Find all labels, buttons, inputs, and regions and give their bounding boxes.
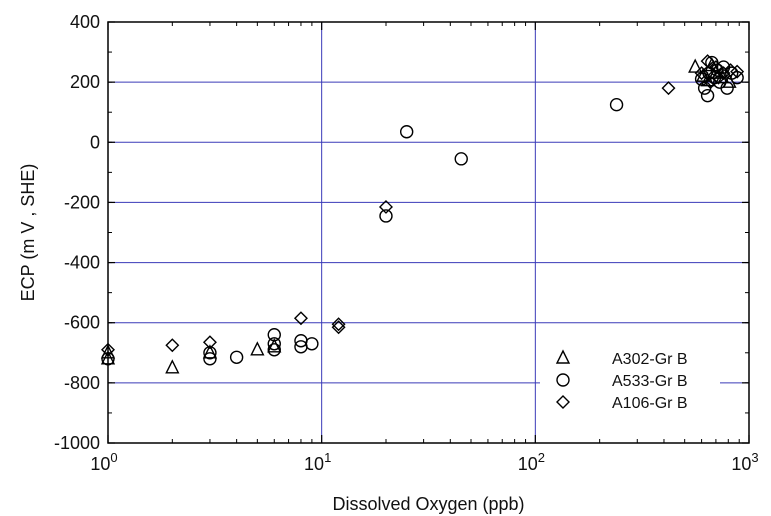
legend-entry-label: A533-Gr B [612,373,688,390]
x-tick-label: 101 [304,450,331,474]
y-tick-label: -1000 [54,433,100,453]
x-axis-label: Dissolved Oxygen (ppb) [332,494,524,514]
diamond-data-point [661,81,676,96]
triangle-data-point [165,359,180,374]
grid-lines [108,22,749,443]
legend-triangle-icon [555,349,571,364]
circle-data-point [399,125,414,139]
diamond-data-point [700,54,715,69]
legend-circle-icon [556,373,570,387]
circle-data-point [229,350,244,364]
y-tick-label: 200 [70,72,100,92]
diamond-data-point [378,199,393,214]
x-tick-label: 103 [731,450,758,474]
triangle-data-point [202,344,218,359]
circle-data-point [720,81,734,95]
diamond-data-point [331,320,346,335]
legend-entry-label: A106-Gr B [612,395,688,412]
x-tick-label: 102 [518,450,545,474]
diamond-data-point [202,335,217,350]
legend-diamond-icon [556,395,570,409]
y-tick-label: 400 [70,12,100,32]
y-tick-label: 0 [90,132,100,152]
triangle-data-point [100,350,116,365]
diamond-data-point [708,60,723,75]
y-tick-label: -200 [64,192,100,212]
diamond-data-point [730,64,745,79]
circle-data-point [203,352,217,366]
diamond-data-point [331,317,346,332]
diamond-data-point [293,311,308,326]
triangle-data-point [100,344,116,359]
circle-data-point [454,152,468,166]
legend: A302-Gr B A533-Gr B A106-Gr B [555,349,688,412]
circle-data-point [267,328,281,342]
triangle-data-point [688,58,703,73]
y-tick-label: -600 [64,313,100,333]
legend-entry-label: A302-Gr B [612,351,688,368]
diamond-data-point [165,338,180,353]
y-tick-label: -400 [64,253,100,273]
diamond-data-point [694,66,709,81]
diamond-data-point [101,342,115,357]
triangle-data-point [250,341,265,356]
circle-data-point [267,343,281,357]
y-tick-label: -800 [64,373,100,393]
data-points [100,54,745,374]
circle-data-point [101,352,115,366]
diamond-data-point [711,70,726,85]
circle-data-point [700,88,715,103]
triangle-data-point [267,338,282,353]
circle-data-point [203,346,217,360]
circle-data-point [305,337,319,351]
diamond-data-point [716,66,731,81]
circle-data-point [609,97,624,112]
legend-background [540,340,720,420]
circle-data-point [379,209,393,223]
circle-data-point [267,337,281,351]
y-axis-label: ECP (m V , SHE) [18,164,38,302]
x-tick-label: 100 [90,450,117,474]
circle-data-point [730,70,744,85]
